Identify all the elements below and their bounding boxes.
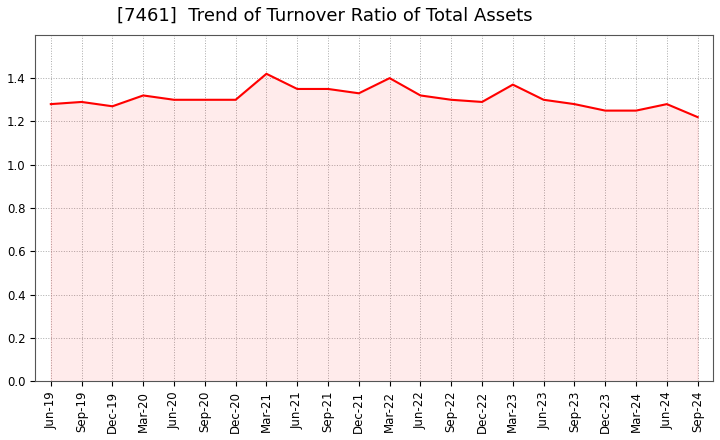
- Text: [7461]  Trend of Turnover Ratio of Total Assets: [7461] Trend of Turnover Ratio of Total …: [117, 7, 532, 25]
